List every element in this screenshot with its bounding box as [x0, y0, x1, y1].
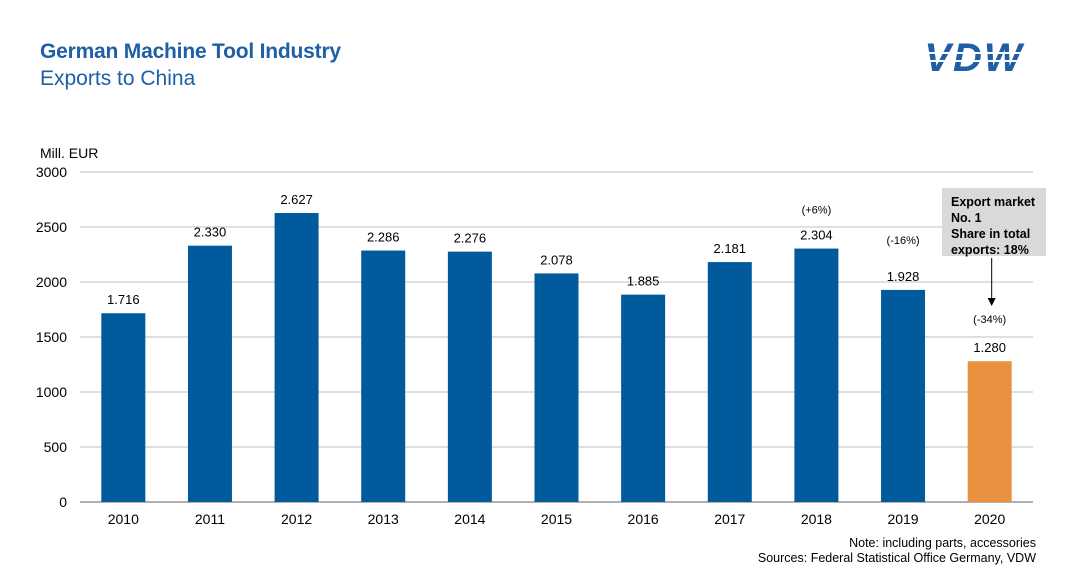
chart-subtitle: Exports to China	[40, 67, 196, 90]
data-label: 1.885	[627, 274, 660, 289]
y-tick-label: 1000	[36, 384, 67, 400]
vdw-logo: VDW	[908, 38, 1040, 76]
x-tick-label: 2015	[541, 511, 572, 527]
data-label: 1.280	[973, 340, 1006, 355]
y-tick-label: 1500	[36, 329, 67, 345]
y-tick-label: 500	[44, 439, 68, 455]
data-label: 2.627	[280, 192, 313, 207]
data-label: 2.304	[800, 228, 833, 243]
callout-line: Share in total	[951, 227, 1031, 241]
bar	[621, 294, 666, 502]
bar	[101, 313, 146, 502]
bar	[534, 273, 579, 502]
x-tick-label: 2016	[628, 511, 659, 527]
x-tick-label: 2020	[974, 511, 1005, 527]
data-label: 2.078	[540, 252, 573, 267]
change-annotation: (-16%)	[887, 235, 920, 247]
callout-line: Export market	[951, 195, 1036, 209]
change-annotation: (-34%)	[973, 314, 1006, 326]
y-tick-label: 0	[59, 494, 67, 510]
x-tick-label: 2014	[454, 511, 485, 527]
y-tick-label: 3000	[36, 164, 67, 180]
callout-line: exports: 18%	[951, 243, 1029, 257]
chart-title: German Machine Tool Industry	[40, 40, 341, 63]
x-tick-label: 2013	[368, 511, 399, 527]
x-tick-label: 2012	[281, 511, 312, 527]
callout-arrow-head	[987, 298, 996, 306]
y-tick-label: 2500	[36, 219, 67, 235]
x-tick-label: 2011	[195, 511, 225, 527]
vdw-logo-text: VDW	[924, 38, 1025, 76]
footnote-note: Note: including parts, accessories	[849, 536, 1036, 550]
bar	[967, 361, 1012, 502]
bar	[187, 245, 232, 502]
bar	[274, 213, 319, 502]
data-label: 1.716	[107, 292, 140, 307]
export-market-callout: Export market No. 1 Share in total expor…	[942, 188, 1046, 257]
change-annotation: (+6%)	[802, 205, 832, 217]
x-tick-label: 2010	[108, 511, 139, 527]
bar	[361, 250, 406, 502]
bar	[794, 248, 839, 502]
bar	[447, 251, 492, 502]
data-label: 2.276	[454, 231, 487, 246]
x-tick-label: 2019	[887, 511, 918, 527]
data-label: 2.330	[194, 225, 227, 240]
callout-line: No. 1	[951, 211, 982, 225]
bar	[881, 289, 926, 502]
y-axis-label: Mill. EUR	[40, 145, 98, 161]
x-tick-label: 2018	[801, 511, 832, 527]
footnote-sources: Sources: Federal Statistical Office Germ…	[757, 551, 1036, 565]
data-label: 2.181	[713, 241, 746, 256]
bar	[707, 262, 752, 502]
data-label: 1.928	[887, 269, 920, 284]
data-label: 2.286	[367, 230, 400, 245]
x-tick-label: 2017	[714, 511, 745, 527]
y-tick-label: 2000	[36, 274, 67, 290]
